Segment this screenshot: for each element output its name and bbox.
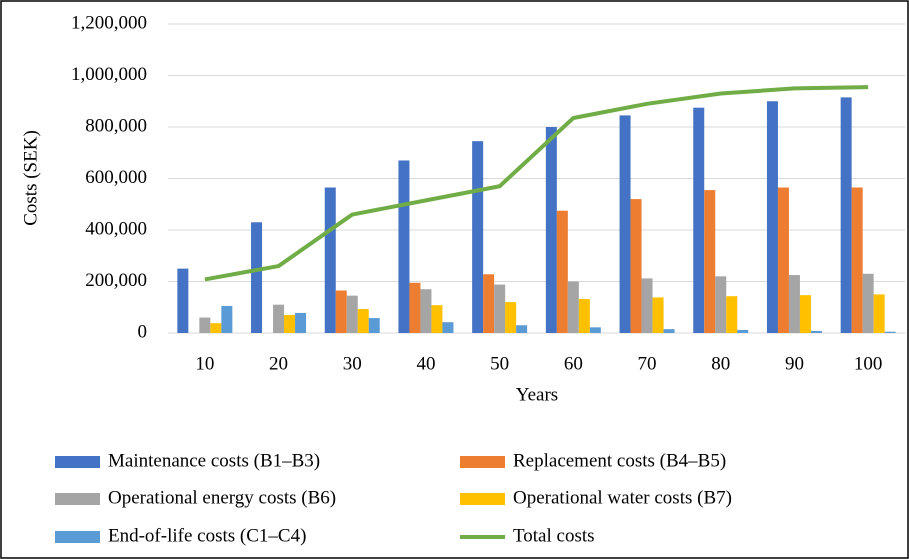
bar xyxy=(766,101,778,333)
bar xyxy=(284,314,296,333)
bar xyxy=(777,187,789,333)
bar xyxy=(663,329,675,333)
bar xyxy=(704,190,716,333)
bar xyxy=(295,312,307,333)
bar xyxy=(726,296,738,333)
bar xyxy=(409,282,421,333)
bar xyxy=(737,329,749,333)
bar xyxy=(273,304,285,333)
bar xyxy=(494,284,506,333)
y-tick-label: 0 xyxy=(138,321,148,342)
bar xyxy=(472,141,484,333)
x-tick-label: 20 xyxy=(269,353,288,374)
legend-swatch xyxy=(55,493,100,505)
y-tick-label: 800,000 xyxy=(85,115,147,136)
bar xyxy=(556,210,568,333)
y-axis-label: Costs (SEK) xyxy=(20,130,41,226)
legend-swatch xyxy=(460,456,505,468)
x-tick-label: 30 xyxy=(343,353,362,374)
legend-swatch xyxy=(55,456,100,468)
bar xyxy=(346,295,358,333)
bar xyxy=(840,97,852,333)
y-tick-label: 400,000 xyxy=(85,218,147,239)
bar xyxy=(420,289,432,333)
x-tick-label: 70 xyxy=(638,353,657,374)
bar xyxy=(641,278,653,333)
bar xyxy=(810,330,822,333)
bar xyxy=(788,275,800,333)
bar xyxy=(851,187,863,333)
bar xyxy=(251,222,263,333)
bar xyxy=(368,318,380,333)
legend-swatch xyxy=(460,493,505,505)
bar xyxy=(578,299,590,333)
y-tick-label: 1,200,000 xyxy=(71,12,147,33)
legend-label: Operational water costs (B7) xyxy=(513,487,732,508)
y-tick-label: 600,000 xyxy=(85,167,147,188)
bar xyxy=(619,115,631,333)
legend-label: Operational energy costs (B6) xyxy=(108,487,336,508)
legend-swatch xyxy=(55,531,100,543)
bar xyxy=(715,276,727,333)
x-tick-label: 60 xyxy=(564,353,583,374)
bar xyxy=(357,309,369,333)
bar xyxy=(199,317,211,333)
bar xyxy=(210,323,222,333)
bar xyxy=(221,305,233,333)
bar xyxy=(398,160,410,333)
x-tick-label: 50 xyxy=(490,353,509,374)
bar xyxy=(884,331,896,333)
x-axis-label: Years xyxy=(516,384,558,405)
x-tick-label: 40 xyxy=(416,353,435,374)
bar xyxy=(630,199,642,333)
legend-label: Maintenance costs (B1–B3) xyxy=(108,450,320,471)
bar xyxy=(567,281,579,333)
x-tick-label: 80 xyxy=(711,353,730,374)
bar xyxy=(177,268,189,333)
bar xyxy=(862,273,874,333)
bar xyxy=(324,187,336,333)
bar xyxy=(335,290,347,333)
x-tick-label: 100 xyxy=(854,353,883,374)
bar xyxy=(799,295,811,333)
line xyxy=(204,85,869,282)
bar xyxy=(516,325,528,333)
x-tick-label: 10 xyxy=(195,353,214,374)
x-tick-label: 90 xyxy=(785,353,804,374)
bar xyxy=(505,302,517,333)
bar xyxy=(873,294,885,333)
legend-label: Replacement costs (B4–B5) xyxy=(513,450,726,471)
legend-label: End-of-life costs (C1–C4) xyxy=(108,525,306,546)
bar xyxy=(442,322,454,333)
y-tick-label: 1,000,000 xyxy=(71,64,147,85)
bar xyxy=(693,107,705,333)
bar xyxy=(589,327,601,333)
y-tick-label: 200,000 xyxy=(85,270,147,291)
bar xyxy=(483,274,495,333)
legend-label: Total costs xyxy=(513,525,595,546)
bar xyxy=(545,127,557,333)
bar xyxy=(652,297,664,333)
bar xyxy=(431,305,443,333)
